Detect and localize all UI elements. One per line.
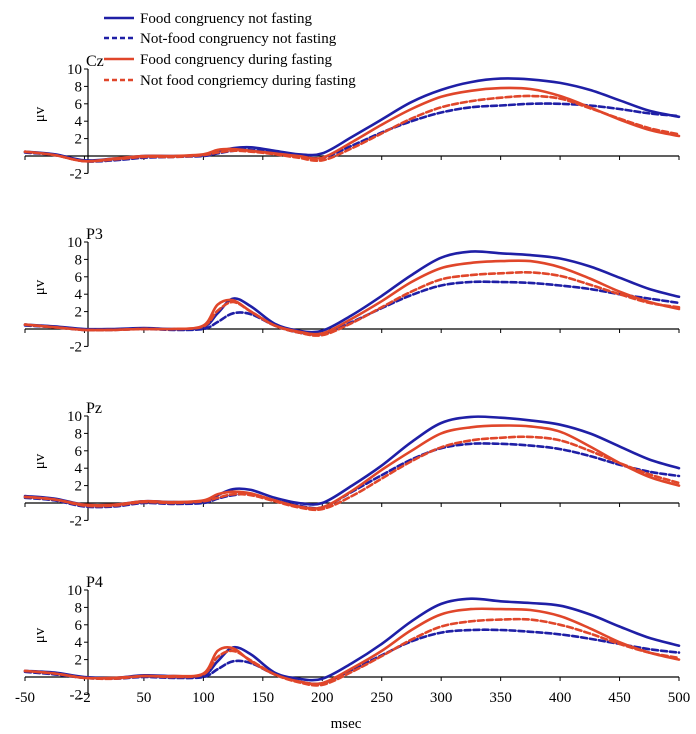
- series-line: [23, 442, 681, 510]
- x-tick-label: 100: [192, 690, 215, 706]
- y-tick-label: 2: [75, 653, 83, 669]
- y-tick-label: 10: [67, 583, 82, 599]
- legend-label-3: Not food congriemcy during fasting: [140, 73, 356, 89]
- y-tick-label: 2: [75, 132, 83, 148]
- legend-label-0: Food congruency not fasting: [140, 11, 313, 27]
- y-tick-label: -2: [70, 166, 83, 182]
- panel-label: Pz: [86, 400, 102, 417]
- y-tick-label: 2: [75, 479, 83, 495]
- y-axis-title: μv: [32, 627, 48, 643]
- y-tick-label: 10: [67, 235, 82, 251]
- series-line: [23, 102, 681, 163]
- y-tick-label: 10: [67, 62, 82, 78]
- series-line: [23, 280, 681, 337]
- panel-p3: -2 2 46 810 μv P3: [23, 226, 681, 355]
- series-line: [23, 250, 681, 334]
- panel-label: Cz: [86, 53, 104, 70]
- y-tick-label: 8: [75, 600, 83, 616]
- y-tick-label: 8: [75, 79, 83, 95]
- panel-pz: -2 2 46 810 μv Pz: [23, 400, 681, 529]
- y-tick-label: -2: [70, 513, 83, 529]
- x-tick-label: 500: [668, 690, 691, 706]
- legend-label-1: Not-food congruency not fasting: [140, 31, 337, 47]
- y-tick-label: 2: [75, 305, 83, 321]
- x-tick-label: -50: [15, 690, 35, 706]
- y-tick-label: 8: [75, 426, 83, 442]
- y-tick-label: 6: [75, 97, 83, 113]
- panel-cz: -2 2 46 810 μv Cz: [23, 53, 681, 182]
- y-tick-label: 10: [67, 409, 82, 425]
- y-tick-label: 4: [75, 287, 83, 303]
- y-axis-title: μv: [32, 453, 48, 469]
- panel-label: P4: [86, 574, 103, 591]
- series-line: [23, 271, 681, 337]
- x-axis-title: msec: [331, 716, 362, 732]
- y-tick-label: -2: [70, 687, 83, 703]
- series-line: [23, 628, 681, 686]
- x-tick-label: -2: [78, 690, 91, 706]
- x-tick-label: 250: [370, 690, 393, 706]
- series-line: [23, 94, 681, 163]
- y-axis-title: μv: [32, 279, 48, 295]
- x-tick-label: 350: [489, 690, 512, 706]
- series-line: [23, 617, 681, 687]
- series-line: [23, 77, 681, 162]
- panel-p4: -2 2 46 810 μv P4: [23, 574, 681, 703]
- y-axis-title: μv: [32, 106, 48, 122]
- series-line: [23, 86, 681, 163]
- y-tick-label: 4: [75, 461, 83, 477]
- x-tick-label: 150: [252, 690, 275, 706]
- legend: Food congruency not fasting Not-food con…: [104, 11, 356, 89]
- y-tick-label: 4: [75, 114, 83, 130]
- y-tick-label: 6: [75, 618, 83, 634]
- x-tick-label: 300: [430, 690, 453, 706]
- y-tick-label: 6: [75, 444, 83, 460]
- x-tick-label: 200: [311, 690, 334, 706]
- x-tick-label: 50: [136, 690, 151, 706]
- x-tick-label: 450: [608, 690, 631, 706]
- series-line: [23, 435, 681, 512]
- y-tick-label: -2: [70, 339, 83, 355]
- y-tick-label: 6: [75, 270, 83, 286]
- legend-label-2: Food congruency during fasting: [140, 52, 333, 68]
- y-tick-label: 8: [75, 252, 83, 268]
- y-tick-label: 4: [75, 635, 83, 651]
- x-tick-label: 400: [549, 690, 572, 706]
- panel-label: P3: [86, 226, 103, 243]
